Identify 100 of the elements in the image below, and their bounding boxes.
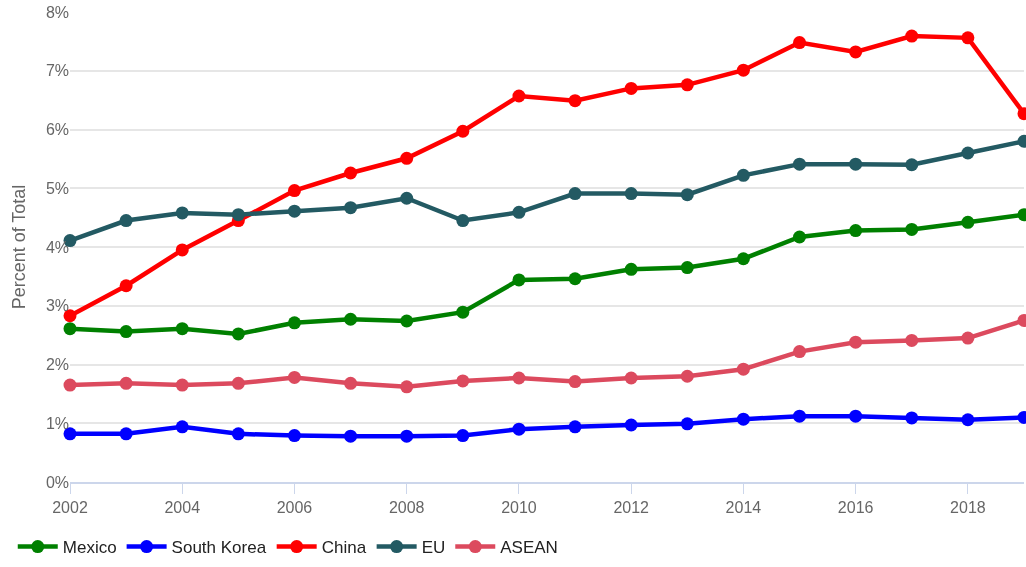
point xyxy=(344,201,358,215)
point xyxy=(680,417,694,431)
point xyxy=(175,420,189,434)
point xyxy=(849,335,863,349)
x-tick-label: 2004 xyxy=(164,498,201,516)
point xyxy=(793,230,807,244)
point xyxy=(175,322,189,336)
point xyxy=(680,188,694,202)
point xyxy=(456,305,470,319)
point xyxy=(287,429,301,443)
point xyxy=(287,316,301,330)
point xyxy=(905,222,919,236)
point xyxy=(736,252,750,266)
y-tick-label: 2% xyxy=(45,356,69,374)
point xyxy=(624,262,638,276)
x-tick-label: 2010 xyxy=(501,498,537,516)
point xyxy=(175,243,189,257)
point xyxy=(400,191,414,205)
point xyxy=(400,380,414,394)
legend-label: China xyxy=(321,538,367,558)
point xyxy=(793,36,807,50)
point xyxy=(344,166,358,180)
point xyxy=(512,422,526,436)
x-tick-label: 2008 xyxy=(388,498,425,516)
y-tick-label: 5% xyxy=(45,179,69,197)
point xyxy=(568,272,582,286)
point xyxy=(400,314,414,328)
point xyxy=(849,224,863,238)
point xyxy=(231,427,245,441)
point xyxy=(456,124,470,138)
point xyxy=(793,157,807,171)
point xyxy=(512,371,526,385)
y-tick-label: 1% xyxy=(45,414,69,432)
point xyxy=(568,420,582,434)
legend-label: ASEAN xyxy=(500,538,558,558)
point xyxy=(119,279,133,293)
point xyxy=(287,370,301,384)
point xyxy=(344,312,358,326)
y-tick-label: 6% xyxy=(45,121,69,139)
point xyxy=(736,168,750,182)
point xyxy=(63,378,77,392)
point xyxy=(849,157,863,171)
y-tick-label: 3% xyxy=(45,297,69,315)
point xyxy=(456,429,470,443)
point xyxy=(624,371,638,385)
x-tick-label: 2012 xyxy=(613,498,650,516)
point xyxy=(961,215,975,229)
point xyxy=(961,146,975,160)
point xyxy=(961,413,975,427)
point xyxy=(680,78,694,92)
point xyxy=(680,261,694,275)
legend-label: South Korea xyxy=(171,538,267,558)
point xyxy=(568,375,582,389)
y-tick-label: 7% xyxy=(45,62,69,80)
y-tick-label: 4% xyxy=(45,238,69,256)
point xyxy=(287,184,301,198)
point xyxy=(231,376,245,390)
y-tick-label: 0% xyxy=(45,473,69,491)
point xyxy=(624,418,638,432)
point xyxy=(175,378,189,392)
point xyxy=(512,273,526,287)
point xyxy=(63,427,77,441)
point xyxy=(231,208,245,222)
point xyxy=(400,429,414,443)
point xyxy=(568,94,582,108)
point xyxy=(119,427,133,441)
point xyxy=(736,63,750,77)
point xyxy=(793,409,807,423)
y-axis-title: Percent of Total xyxy=(9,184,30,310)
point xyxy=(512,89,526,103)
point xyxy=(568,187,582,201)
x-tick-label: 2016 xyxy=(837,498,874,516)
point xyxy=(344,429,358,443)
point xyxy=(961,31,975,45)
x-tick-label: 2002 xyxy=(52,498,88,516)
point xyxy=(793,345,807,359)
point xyxy=(231,327,245,341)
x-tick-label: 2014 xyxy=(725,498,762,516)
point xyxy=(905,333,919,347)
legend-label: Mexico xyxy=(62,538,117,558)
x-tick-label: 2006 xyxy=(276,498,313,516)
point xyxy=(736,362,750,376)
point xyxy=(512,205,526,219)
x-tick-label: 2018 xyxy=(950,498,986,516)
point xyxy=(63,322,77,336)
point xyxy=(961,331,975,345)
point xyxy=(905,411,919,425)
point xyxy=(680,369,694,383)
point xyxy=(344,376,358,390)
y-tick-label: 8% xyxy=(45,3,69,21)
point xyxy=(736,412,750,426)
point xyxy=(456,214,470,228)
point xyxy=(849,409,863,423)
point xyxy=(849,45,863,59)
point xyxy=(624,81,638,95)
point xyxy=(905,29,919,43)
point xyxy=(400,151,414,165)
point xyxy=(119,376,133,390)
point xyxy=(175,206,189,220)
legend-label: EU xyxy=(421,538,446,558)
